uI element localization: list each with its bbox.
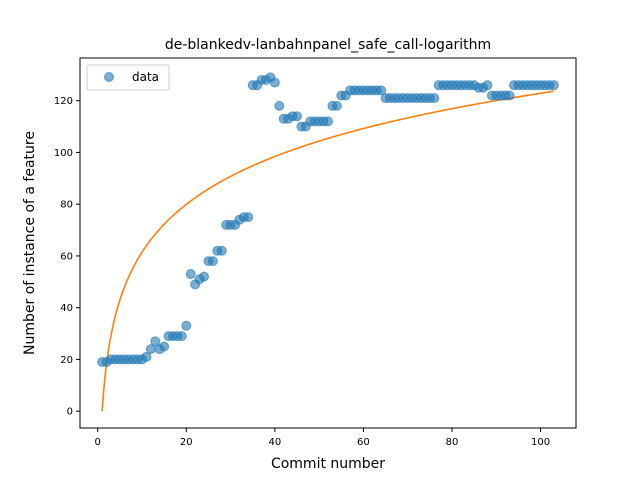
data-point — [216, 245, 227, 256]
data-point — [269, 77, 280, 88]
data-point — [548, 80, 559, 91]
fit-curve-line — [101, 90, 554, 412]
data-point — [274, 100, 285, 111]
data-point — [376, 85, 387, 96]
legend-label-data: data — [132, 70, 159, 84]
data-point — [323, 116, 333, 127]
x-tick-label: 100 — [531, 437, 550, 448]
data-point — [504, 90, 515, 101]
y-tick-label: 60 — [60, 251, 73, 262]
data-point — [141, 351, 152, 362]
y-tick-label: 40 — [60, 303, 73, 314]
y-axis-ticks: 0 20 40 60 80 100 120 — [54, 96, 80, 418]
x-axis-ticks: 0 20 40 60 80 100 — [95, 428, 550, 448]
data-point — [207, 256, 218, 267]
x-tick-label: 0 — [95, 437, 101, 448]
data-point — [199, 271, 209, 282]
x-tick-label: 60 — [357, 437, 370, 448]
x-tick-label: 40 — [268, 437, 281, 448]
data-point — [482, 80, 493, 91]
x-axis-label: Commit number — [271, 456, 385, 472]
y-tick-label: 0 — [67, 407, 73, 418]
y-axis-label: Number of instance of a feature — [22, 131, 38, 355]
scatter-points-layer — [97, 72, 559, 368]
x-tick-label: 20 — [180, 437, 193, 448]
data-point — [429, 93, 440, 104]
data-point — [150, 336, 161, 347]
y-tick-label: 20 — [60, 355, 73, 366]
data-point — [159, 341, 170, 352]
data-point — [176, 331, 187, 342]
y-tick-label: 120 — [54, 96, 73, 107]
fit-curve-layer — [101, 90, 554, 412]
data-point — [331, 100, 342, 111]
data-point — [292, 111, 302, 122]
legend: data — [86, 64, 170, 91]
legend-marker-data — [104, 72, 114, 82]
chart-title: de-blankedv-lanbahnpanel_safe_call-logar… — [165, 37, 491, 53]
data-point — [181, 320, 192, 331]
data-point — [185, 269, 196, 280]
plot-area — [80, 58, 576, 428]
y-tick-label: 80 — [60, 200, 73, 211]
legend-box — [86, 64, 170, 91]
y-tick-label: 100 — [54, 148, 73, 159]
x-tick-label: 80 — [446, 437, 459, 448]
data-point — [243, 212, 254, 223]
plot-frame — [79, 57, 577, 429]
